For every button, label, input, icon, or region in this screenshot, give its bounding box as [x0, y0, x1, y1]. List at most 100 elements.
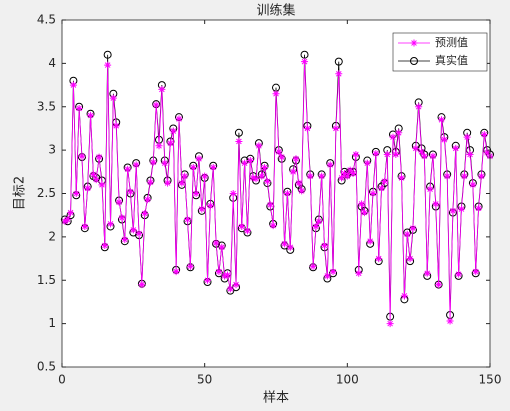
data-point: [61, 217, 69, 225]
data-point: [355, 269, 363, 277]
data-point: [258, 172, 266, 180]
data-point: [69, 81, 77, 89]
data-point: [306, 172, 314, 180]
data-point: [423, 269, 431, 277]
data-point: [332, 124, 340, 132]
data-point: [386, 320, 394, 328]
data-point: [64, 216, 72, 224]
data-point: [432, 200, 440, 208]
data-point: [241, 159, 249, 167]
data-point: [78, 152, 86, 160]
data-point: [155, 142, 163, 150]
data-point: [334, 57, 343, 66]
data-point: [98, 181, 106, 189]
data-point: [198, 205, 206, 213]
data-point: [158, 85, 166, 93]
data-point: [126, 188, 134, 196]
data-point: [175, 115, 183, 123]
data-point: [229, 190, 237, 197]
data-point: [457, 205, 465, 213]
data-point: [392, 150, 400, 158]
data-point: [72, 190, 80, 197]
data-point: [315, 217, 323, 225]
legend-label: 真实值: [435, 53, 468, 67]
data-point: [186, 262, 194, 270]
data-point: [281, 240, 289, 248]
data-point: [144, 196, 152, 204]
y-axis-label: 目标2: [13, 176, 28, 210]
data-point: [369, 190, 377, 197]
data-point: [189, 163, 197, 171]
data-point: [195, 155, 203, 163]
data-point: [223, 271, 231, 279]
data-point: [169, 127, 177, 135]
data-point: [449, 207, 457, 215]
data-point: [209, 163, 217, 171]
legend-marker: [410, 39, 418, 47]
data-point: [372, 150, 380, 158]
data-point: [252, 175, 260, 183]
data-point: [215, 268, 223, 276]
data-point: [375, 255, 383, 263]
data-point: [395, 129, 403, 137]
data-point: [289, 168, 297, 176]
data-point: [400, 292, 408, 300]
data-point: [81, 222, 89, 230]
data-point: [104, 61, 112, 69]
series-line: [64, 61, 491, 324]
data-point: [475, 204, 483, 212]
data-point: [298, 187, 306, 195]
data-point: [466, 150, 474, 158]
data-point: [446, 317, 454, 325]
data-point: [107, 220, 115, 228]
data-point: [358, 200, 366, 208]
data-point: [278, 153, 286, 161]
data-point: [67, 209, 75, 217]
legend-box: [392, 32, 488, 72]
data-point: [286, 243, 294, 251]
data-point: [243, 227, 251, 235]
data-point: [323, 272, 331, 280]
data-point: [440, 136, 448, 144]
data-point: [283, 190, 291, 197]
data-point: [84, 184, 92, 192]
data-point: [161, 159, 169, 167]
data-point: [340, 170, 348, 178]
data-point: [146, 178, 154, 186]
data-point: [218, 243, 226, 251]
data-point: [403, 230, 411, 238]
data-point: [443, 172, 451, 180]
data-point: [178, 179, 186, 187]
y-tick-label: 1.5: [37, 273, 56, 287]
data-point: [164, 179, 172, 187]
data-point: [235, 137, 243, 145]
data-point: [103, 50, 112, 59]
data-point: [420, 152, 428, 160]
data-point: [263, 177, 271, 185]
data-point: [201, 172, 209, 180]
data-point: [326, 161, 334, 169]
data-point: [303, 124, 311, 132]
data-point: [477, 172, 485, 180]
data-point: [343, 172, 351, 180]
data-point: [312, 222, 320, 230]
data-point: [389, 133, 397, 141]
data-point: [234, 128, 243, 137]
y-tick-label: 1: [48, 316, 56, 330]
data-point: [349, 170, 357, 178]
data-point: [92, 176, 100, 184]
data-point: [246, 157, 254, 165]
data-point: [255, 142, 263, 150]
data-point: [292, 155, 300, 163]
data-point: [166, 139, 174, 147]
data-point: [366, 237, 374, 245]
data-point: [172, 268, 180, 276]
data-point: [226, 285, 234, 293]
data-point: [295, 179, 303, 187]
data-point: [118, 214, 126, 222]
data-point: [321, 242, 329, 250]
data-point: [238, 222, 246, 230]
data-point: [409, 224, 417, 232]
data-point: [138, 281, 146, 289]
data-point: [380, 177, 388, 185]
